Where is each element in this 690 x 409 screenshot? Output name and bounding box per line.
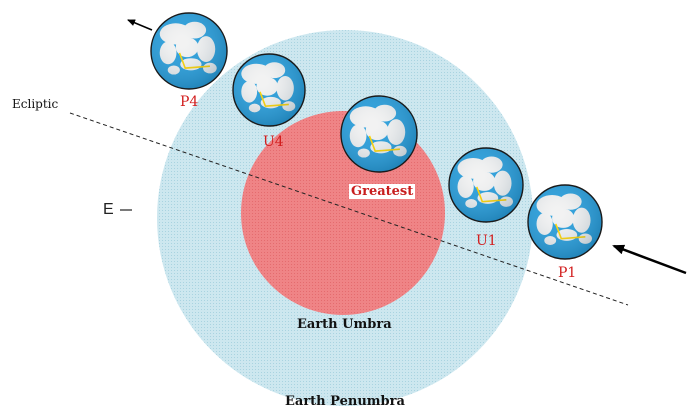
penumbra-label: Earth Penumbra bbox=[285, 394, 405, 409]
label-P4: P4 bbox=[180, 94, 199, 110]
label-U4: U4 bbox=[263, 134, 284, 150]
moons-group bbox=[150, 12, 603, 260]
moon-P1 bbox=[527, 184, 603, 260]
e-marker-label: E bbox=[103, 201, 114, 218]
moon-P4 bbox=[150, 12, 228, 90]
umbra-label: Earth Umbra bbox=[297, 317, 392, 332]
ecliptic-line bbox=[69, 112, 629, 306]
ecliptic-label: Ecliptic bbox=[12, 97, 59, 111]
moon-Greatest bbox=[340, 95, 418, 173]
moon-U4 bbox=[232, 53, 306, 127]
label-greatest: Greatest bbox=[349, 184, 416, 199]
moon-U1 bbox=[448, 147, 524, 223]
arrow-out-icon bbox=[127, 19, 153, 31]
arrow-in-icon bbox=[612, 244, 687, 275]
label-P1: P1 bbox=[558, 265, 577, 281]
label-U1: U1 bbox=[476, 233, 497, 249]
